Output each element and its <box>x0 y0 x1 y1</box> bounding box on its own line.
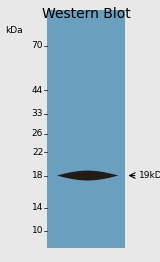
Text: Western Blot: Western Blot <box>42 7 131 20</box>
Text: 44: 44 <box>32 86 43 95</box>
Text: 19kDa: 19kDa <box>139 171 160 180</box>
Text: 33: 33 <box>32 110 43 118</box>
Text: 10: 10 <box>32 226 43 235</box>
Text: 26: 26 <box>32 129 43 138</box>
Text: 22: 22 <box>32 148 43 157</box>
Bar <box>47 10 125 248</box>
Text: 18: 18 <box>32 171 43 180</box>
Polygon shape <box>57 171 118 181</box>
Text: 70: 70 <box>32 41 43 50</box>
Text: 14: 14 <box>32 203 43 212</box>
Text: kDa: kDa <box>5 26 22 35</box>
